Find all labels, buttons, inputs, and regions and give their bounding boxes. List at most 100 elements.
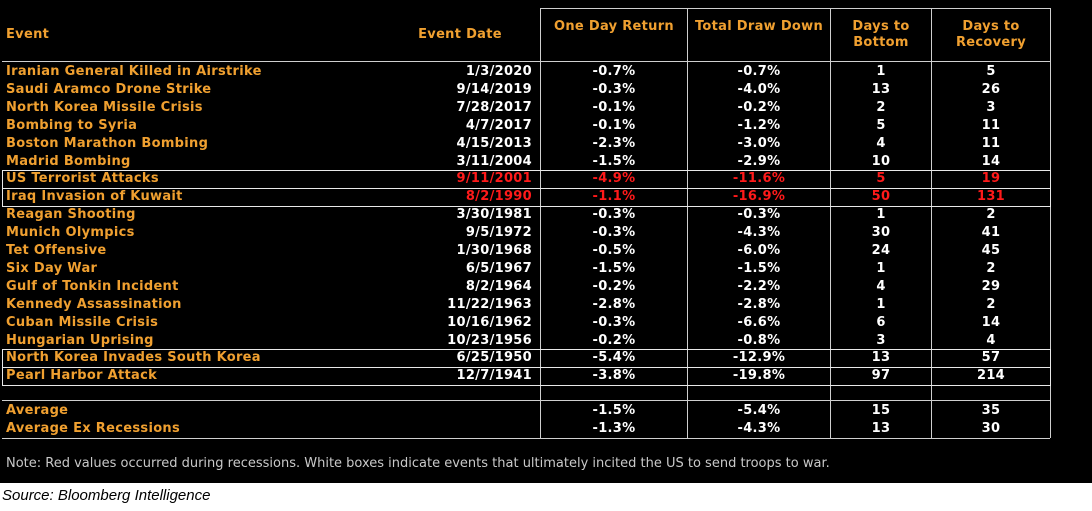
- cell-value: -4.3%: [737, 420, 781, 436]
- cell-value: -0.2%: [737, 99, 781, 115]
- cell-value: 30: [871, 225, 891, 241]
- column-divider: [1050, 8, 1051, 438]
- header-rule: [2, 61, 1050, 62]
- column-header: Total Draw Down: [694, 19, 824, 34]
- cell-value: 8/2/1990: [465, 189, 532, 205]
- event-name: Six Day War: [6, 260, 98, 276]
- cell-value: 4/15/2013: [456, 135, 532, 151]
- top-rule: [540, 8, 1050, 9]
- cell-value: 11: [981, 135, 1001, 151]
- war-box: [2, 366, 1051, 386]
- cell-value: -12.9%: [732, 350, 786, 366]
- cell-value: 13: [871, 81, 891, 97]
- cell-value: -0.7%: [737, 64, 781, 79]
- event-name: Reagan Shooting: [6, 207, 136, 223]
- cell-value: 19: [981, 171, 1001, 187]
- column-divider: [540, 8, 541, 438]
- cell-value: 8/2/1964: [465, 278, 532, 294]
- event-name: Saudi Aramco Drone Strike: [6, 81, 212, 97]
- cell-value: -0.3%: [592, 225, 636, 241]
- event-name: North Korea Missile Crisis: [6, 99, 203, 115]
- cell-value: 2: [876, 99, 886, 115]
- cell-value: 214: [976, 368, 1006, 384]
- cell-value: 2: [986, 207, 996, 223]
- cell-value: 35: [981, 403, 1001, 418]
- cell-value: 15: [871, 403, 891, 418]
- cell-value: 13: [871, 420, 891, 436]
- cell-value: 14: [981, 314, 1001, 330]
- cell-value: -0.3%: [737, 207, 781, 223]
- cell-value: 4: [876, 135, 886, 151]
- summary-rule: [2, 400, 1050, 401]
- cell-value: -4.0%: [737, 81, 781, 97]
- event-name: Iraq Invasion of Kuwait: [6, 189, 183, 205]
- cell-value: 6: [876, 314, 886, 330]
- cell-value: -4.3%: [737, 225, 781, 241]
- cell-value: -1.2%: [737, 117, 781, 133]
- column-header: Days to Bottom: [852, 19, 910, 50]
- cell-value: 5: [876, 117, 886, 133]
- cell-value: 29: [981, 278, 1001, 294]
- cell-value: 4: [986, 332, 996, 348]
- event-name: Munich Olympics: [6, 225, 135, 241]
- bottom-rule: [2, 438, 1050, 439]
- cell-value: 5: [876, 171, 886, 187]
- cell-value: 11: [981, 117, 1001, 133]
- cell-value: -6.0%: [737, 243, 781, 258]
- cell-value: -0.8%: [737, 332, 781, 348]
- cell-value: -1.5%: [592, 403, 636, 418]
- cell-value: 97: [871, 368, 891, 384]
- cell-value: 7/28/2017: [456, 99, 532, 115]
- cell-value: -1.1%: [592, 189, 636, 205]
- cell-value: 6/5/1967: [465, 260, 532, 276]
- war-box: [2, 187, 1051, 207]
- cell-value: -2.8%: [592, 296, 636, 312]
- cell-value: 9/14/2019: [456, 81, 532, 97]
- event-name: Average Ex Recessions: [6, 420, 181, 436]
- cell-value: 14: [981, 153, 1001, 169]
- cell-value: -0.3%: [592, 314, 636, 330]
- cell-value: -2.9%: [737, 153, 781, 169]
- cell-value: -1.5%: [592, 260, 636, 276]
- cell-value: -2.3%: [592, 135, 636, 151]
- cell-value: 10: [871, 153, 891, 169]
- cell-value: 26: [981, 81, 1001, 97]
- cell-value: -1.5%: [592, 153, 636, 169]
- cell-value: 30: [981, 420, 1001, 436]
- cell-value: -4.9%: [592, 171, 636, 187]
- column-header: Event Date: [418, 27, 502, 42]
- cell-value: -2.2%: [737, 278, 781, 294]
- cell-value: 1/3/2020: [465, 64, 532, 79]
- cell-value: 2: [986, 260, 996, 276]
- event-name: US Terrorist Attacks: [6, 171, 159, 187]
- source: Source: Bloomberg Intelligence: [2, 487, 211, 504]
- cell-value: 57: [981, 350, 1001, 366]
- cell-value: -0.3%: [592, 207, 636, 223]
- cell-value: 1: [876, 207, 886, 223]
- cell-value: 13: [871, 350, 891, 366]
- table-panel: Event Event Date One Day Return Total Draw …: [0, 0, 1092, 483]
- cell-value: 10/23/1956: [447, 332, 532, 348]
- column-divider: [931, 8, 932, 438]
- cell-value: -16.9%: [732, 189, 786, 205]
- cell-value: 3/30/1981: [456, 207, 532, 223]
- cell-value: 1: [876, 260, 886, 276]
- event-name: Kennedy Assassination: [6, 296, 182, 312]
- cell-value: -3.8%: [592, 368, 636, 384]
- cell-value: -0.1%: [592, 117, 636, 133]
- event-name: Average: [6, 403, 69, 418]
- cell-value: 3/11/2004: [456, 153, 532, 169]
- column-divider: [687, 8, 688, 438]
- cell-value: -0.5%: [592, 243, 636, 258]
- cell-value: -0.7%: [592, 64, 636, 79]
- cell-value: -0.2%: [592, 278, 636, 294]
- event-name: Tet Offensive: [6, 243, 107, 258]
- cell-value: -0.1%: [592, 99, 636, 115]
- column-header: Event: [6, 27, 50, 42]
- cell-value: 5: [986, 64, 996, 79]
- cell-value: -6.6%: [737, 314, 781, 330]
- cell-value: 1: [876, 296, 886, 312]
- cell-value: -0.3%: [592, 81, 636, 97]
- cell-value: -11.6%: [732, 171, 786, 187]
